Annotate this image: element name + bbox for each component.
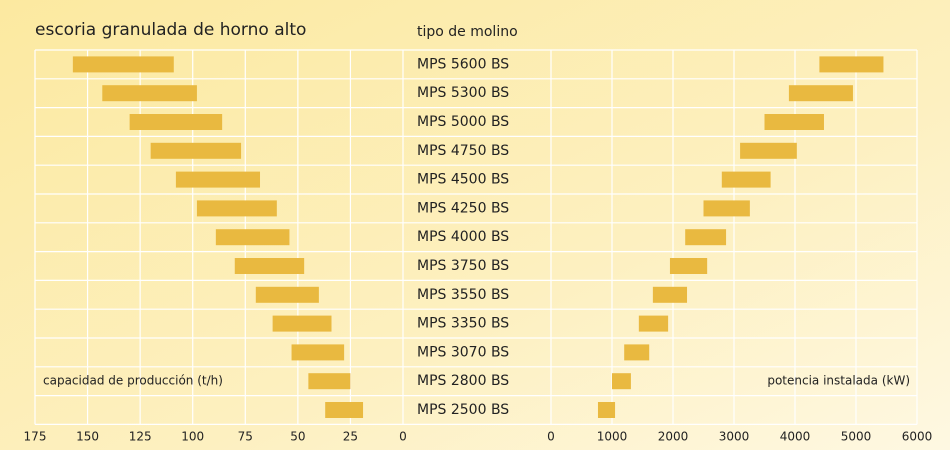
x-tick-label: 175 — [24, 430, 47, 444]
bar — [764, 114, 824, 130]
bar — [703, 200, 750, 217]
x-tick-label: 2000 — [658, 430, 689, 444]
chart-title: escoria granulada de horno alto — [35, 20, 306, 40]
bar — [638, 315, 669, 332]
x-tick-label: 100 — [181, 430, 204, 444]
axis-label: capacidad de producción (t/h) — [43, 374, 223, 388]
category-label: MPS 3350 BS — [417, 316, 509, 332]
bar — [652, 286, 688, 303]
x-tick-label: 4000 — [780, 430, 811, 444]
x-tick-label: 1000 — [597, 430, 628, 444]
category-label: MPS 5300 BS — [417, 85, 509, 101]
bar — [196, 200, 277, 217]
bar — [175, 171, 261, 188]
x-tick-label: 0 — [399, 430, 407, 444]
bar — [597, 402, 616, 418]
bar — [234, 258, 305, 274]
category-label: MPS 4000 BS — [417, 229, 509, 245]
category-label: MPS 5600 BS — [417, 56, 509, 72]
x-tick-label: 75 — [238, 430, 253, 444]
bar — [215, 229, 290, 246]
bar — [102, 85, 197, 102]
bar — [612, 373, 631, 390]
bar — [819, 56, 884, 73]
axis-label: potencia instalada (kW) — [767, 374, 910, 388]
bar — [129, 114, 223, 130]
bar — [291, 344, 345, 361]
bar — [255, 286, 319, 303]
bar — [721, 171, 771, 188]
category-label: MPS 5000 BS — [417, 114, 509, 130]
category-label: MPS 4250 BS — [417, 200, 509, 216]
category-heading: tipo de molino — [417, 24, 518, 40]
category-label: MPS 4500 BS — [417, 172, 509, 188]
bar — [308, 373, 351, 390]
x-tick-label: 6000 — [902, 430, 933, 444]
category-label: MPS 4750 BS — [417, 143, 509, 159]
bar — [150, 142, 242, 159]
x-tick-label: 50 — [290, 430, 305, 444]
bar — [740, 142, 797, 159]
x-tick-label: 25 — [343, 430, 358, 444]
x-tick-label: 150 — [76, 430, 99, 444]
x-tick-label: 0 — [547, 430, 555, 444]
x-tick-label: 3000 — [719, 430, 750, 444]
category-label: MPS 3070 BS — [417, 344, 509, 360]
bar — [272, 315, 332, 332]
bar — [72, 56, 174, 73]
x-tick-label: 125 — [129, 430, 152, 444]
category-label: MPS 3750 BS — [417, 258, 509, 274]
bar — [669, 258, 708, 274]
bar — [325, 402, 364, 418]
category-label: MPS 2500 BS — [417, 402, 509, 418]
category-label: MPS 2800 BS — [417, 373, 509, 389]
bar — [685, 229, 727, 246]
bar — [788, 85, 853, 102]
x-tick-label: 5000 — [841, 430, 872, 444]
bar — [624, 344, 650, 361]
category-label: MPS 3550 BS — [417, 287, 509, 303]
